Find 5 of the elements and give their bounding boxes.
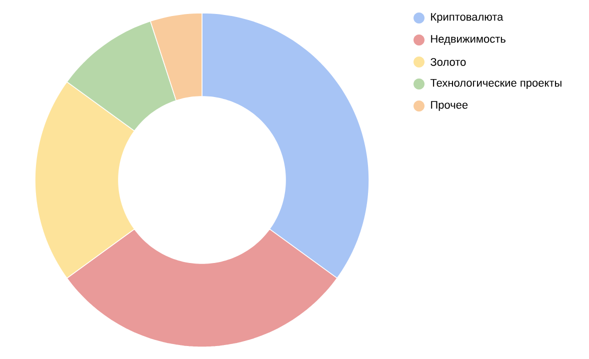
legend-label: Криптовалюта bbox=[431, 13, 504, 23]
legend-label: Технологические проекты bbox=[430, 79, 562, 89]
legend-label: Прочее bbox=[431, 101, 468, 111]
legend-label: Недвижимость bbox=[431, 35, 506, 45]
legend-label: Золото bbox=[430, 58, 466, 66]
